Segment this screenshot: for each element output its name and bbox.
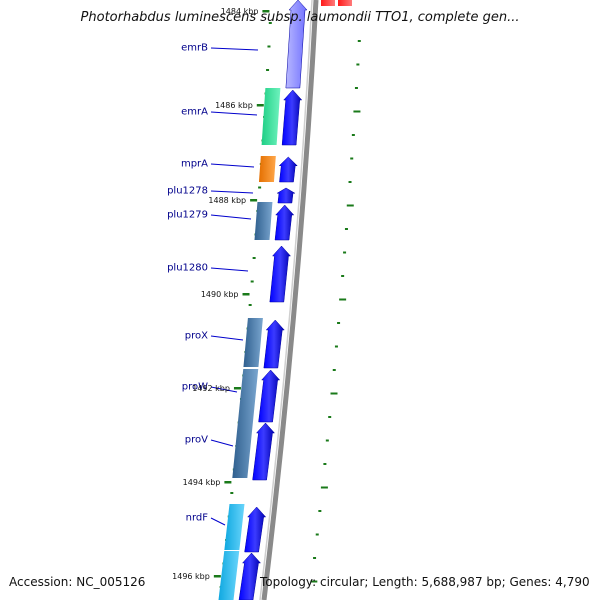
- major-tick-mark: [224, 481, 232, 484]
- kbp-tick-label: 1496 kbp: [172, 572, 210, 581]
- gene-label: emrB: [181, 43, 208, 54]
- label-leader-line: [210, 386, 238, 393]
- map-title: Photorhabdus luminescens subsp. laumondi…: [80, 10, 520, 25]
- label-leaders: [210, 47, 259, 526]
- label-leader-line: [210, 517, 226, 526]
- gene-arrow: [252, 422, 276, 481]
- gene-arrow: [238, 552, 262, 600]
- feature-block: [261, 88, 281, 145]
- minor-tick-mark: [268, 22, 272, 24]
- outer-tick-mark: [356, 63, 360, 66]
- outer-tick-mark: [350, 157, 354, 160]
- feature-block: [243, 318, 263, 367]
- accession-text: Accession: NC_005126: [9, 575, 146, 589]
- minor-tick-mark: [258, 186, 262, 189]
- outer-tick-mark: [339, 298, 347, 301]
- feature-block: [254, 202, 273, 240]
- gene-label: emrA: [181, 107, 208, 118]
- label-leader-line: [210, 267, 249, 272]
- kbp-tick-label: 1486 kbp: [215, 101, 253, 110]
- gene-arrow: [244, 506, 267, 553]
- outer-tick-mark: [354, 87, 358, 89]
- label-leader-line: [210, 47, 259, 51]
- gene-arrow: [263, 319, 285, 369]
- outer-tick-mark: [343, 251, 347, 254]
- outer-tick-mark: [313, 557, 317, 559]
- gene-label: plu1280: [167, 263, 208, 274]
- outer-tick-mark: [346, 204, 354, 207]
- minor-tick-mark: [248, 304, 252, 306]
- outer-tick-mark: [351, 134, 355, 136]
- outer-tick-mark: [328, 416, 332, 418]
- outer-tick-mark: [315, 533, 319, 536]
- kbp-tick-label: 1492 kbp: [192, 384, 230, 393]
- outer-tick-mark: [323, 463, 327, 465]
- major-tick-mark: [213, 575, 221, 578]
- major-tick-mark: [250, 199, 258, 202]
- feature-block: [338, 0, 352, 6]
- feature-blocks: [218, 0, 352, 600]
- outer-tick-mark: [320, 486, 328, 489]
- label-leader-line: [210, 439, 234, 447]
- gene-arrow: [258, 369, 281, 423]
- gene-label: nrdF: [186, 513, 209, 524]
- outer-tick-mark: [348, 181, 352, 183]
- feature-block: [232, 369, 259, 478]
- gene-arrow: [276, 187, 296, 204]
- major-tick-mark: [256, 104, 264, 107]
- outer-tick-mark: [332, 369, 336, 371]
- outer-track-marks: [310, 40, 361, 583]
- genome-backbone-highlight: [259, 0, 313, 600]
- minor-tick-mark: [267, 45, 271, 48]
- major-tick-mark: [262, 10, 270, 13]
- kbp-tick-label: 1484 kbp: [221, 7, 259, 16]
- gene-arrow: [285, 0, 308, 89]
- gene-label: proX: [185, 331, 208, 342]
- minor-tick-mark: [230, 492, 234, 494]
- feature-block: [224, 504, 245, 550]
- minor-tick-mark: [250, 280, 254, 283]
- outer-tick-mark: [325, 439, 329, 442]
- kbp-tick-label: 1494 kbp: [183, 478, 221, 487]
- gene-label: proW: [182, 382, 208, 393]
- outer-tick-mark: [318, 510, 322, 512]
- kbp-tick-label: 1490 kbp: [201, 290, 239, 299]
- major-tick-mark: [233, 387, 241, 390]
- outer-tick-mark: [341, 275, 345, 277]
- outer-tick-mark: [357, 40, 361, 42]
- gene-arrow: [269, 245, 292, 303]
- label-leader-line: [210, 190, 254, 194]
- kbp-tick-label: 1488 kbp: [208, 196, 246, 205]
- gene-arrow: [278, 156, 298, 183]
- minor-tick-mark: [252, 257, 256, 259]
- gene-label: plu1278: [167, 186, 208, 197]
- major-tick-mark: [242, 293, 250, 296]
- gene-label: plu1279: [167, 210, 208, 221]
- gene-arrow: [281, 89, 303, 146]
- outer-tick-mark: [334, 345, 338, 348]
- topology-text: Topology: circular; Length: 5,688,987 bp…: [260, 575, 590, 589]
- label-leader-line: [210, 163, 255, 168]
- kbp-labels: 1484 kbp 1486 kbp 1488 kbp 1490 kbp 1492 kbp…: [172, 7, 258, 581]
- gene-arrows: [238, 0, 308, 600]
- gene-label: mprA: [181, 159, 208, 170]
- feature-block: [218, 551, 240, 600]
- gene-labels: emrB emrA mprA plu1278 plu1279 plu1280 proX pro…: [167, 43, 208, 524]
- gene-label: proV: [185, 435, 208, 446]
- minor-tick-mark: [266, 69, 270, 71]
- label-leader-line: [210, 214, 252, 220]
- feature-block: [258, 156, 276, 182]
- gene-arrow: [274, 204, 295, 241]
- outer-tick-mark: [344, 228, 348, 230]
- genome-backbone: [261, 0, 319, 600]
- outer-tick-mark: [330, 392, 338, 395]
- outer-tick-mark: [337, 322, 341, 324]
- outer-tick-mark: [310, 580, 318, 583]
- feature-block: [321, 0, 335, 6]
- label-leader-line: [210, 111, 258, 116]
- outer-tick-mark: [353, 110, 361, 113]
- label-leader-line: [210, 335, 244, 341]
